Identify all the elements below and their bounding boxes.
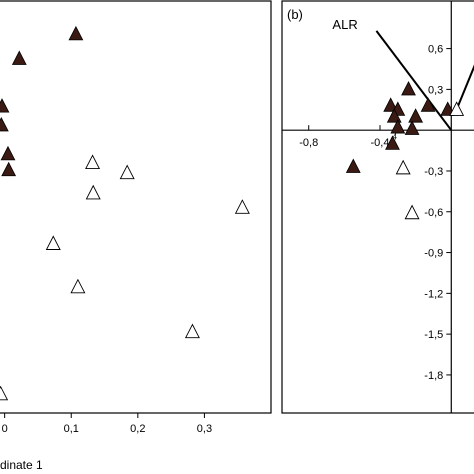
- open-triangle-marker: [45, 235, 61, 250]
- filled-triangle-marker: [390, 119, 406, 134]
- filled-triangle-marker: [385, 135, 400, 150]
- panel-b-axes: -0,8 -0,4 0,6 0,3 -0,3 -0,6 -0,9 -1,2 -1,5 -1,8: [282, 1, 474, 413]
- y-tick-label: -0,3: [424, 166, 443, 178]
- y-tick-label: -0,9: [424, 248, 443, 260]
- panel-a-plot: 0 0,1 0,2 0,3 rdinate 1: [0, 0, 272, 472]
- panel-b-frame: [281, 0, 474, 414]
- alr-vector-label: ALR: [332, 17, 357, 32]
- filled-triangle-marker: [386, 108, 402, 123]
- panel-a-frame: [0, 0, 272, 414]
- filled-triangle-marker: [401, 81, 416, 96]
- panel-b-markers: 4: [345, 81, 465, 220]
- open-triangle-marker: [234, 199, 250, 214]
- panel-a-markers: [0, 25, 250, 401]
- open-triangle-marker: [119, 164, 135, 180]
- y-tick-label: 0,6: [428, 44, 443, 56]
- x-tick-label: 0,2: [130, 423, 145, 435]
- filled-triangle-marker: [0, 98, 10, 113]
- filled-triangle-marker: [1, 161, 17, 177]
- y-tick-label: 0,3: [428, 84, 443, 96]
- y-tick-label: -1,5: [424, 329, 443, 341]
- filled-triangle-marker: [0, 116, 9, 132]
- filled-triangle-marker: [404, 120, 420, 135]
- open-triangle-marker: [184, 323, 200, 339]
- panel-b-plot: (b) -0,8 -0,4 0,6 0,3 -0,3 -0,6 -0,9 -1,2 -1,5 -1…: [281, 0, 474, 414]
- point-annotation: 4: [392, 133, 397, 142]
- filled-triangle-marker: [420, 97, 436, 112]
- open-triangle-marker: [70, 278, 86, 294]
- y-tick-label: -0,6: [424, 207, 443, 219]
- y-tick-label: -1,2: [424, 288, 443, 300]
- x-tick-label: -0,4: [371, 137, 390, 149]
- open-triangle-marker: [449, 101, 465, 116]
- open-triangle-marker: [404, 204, 420, 220]
- panel-a-x-axis-title: rdinate 1: [0, 458, 43, 472]
- y-tick-label: -1,8: [424, 370, 443, 382]
- x-tick-label: -0,8: [299, 137, 318, 149]
- panel-a-x-axis: 0 0,1 0,2 0,3: [2, 413, 212, 435]
- filled-triangle-marker: [0, 145, 16, 161]
- open-triangle-marker: [85, 154, 101, 169]
- x-tick-label: 0: [2, 423, 8, 435]
- x-tick-label: 0,1: [64, 423, 79, 435]
- alr-vector-line: [375, 30, 453, 131]
- open-triangle-marker: [85, 184, 101, 200]
- x-tick-label: 0,3: [197, 423, 212, 435]
- filled-triangle-marker: [383, 97, 399, 112]
- filled-triangle-marker: [345, 158, 361, 173]
- open-triangle-marker: [0, 385, 9, 401]
- open-triangle-marker: [395, 159, 411, 175]
- filled-triangle-marker: [68, 25, 84, 41]
- filled-triangle-marker: [11, 50, 27, 65]
- panel-b-label: (b): [287, 7, 303, 22]
- filled-triangle-marker: [408, 108, 424, 123]
